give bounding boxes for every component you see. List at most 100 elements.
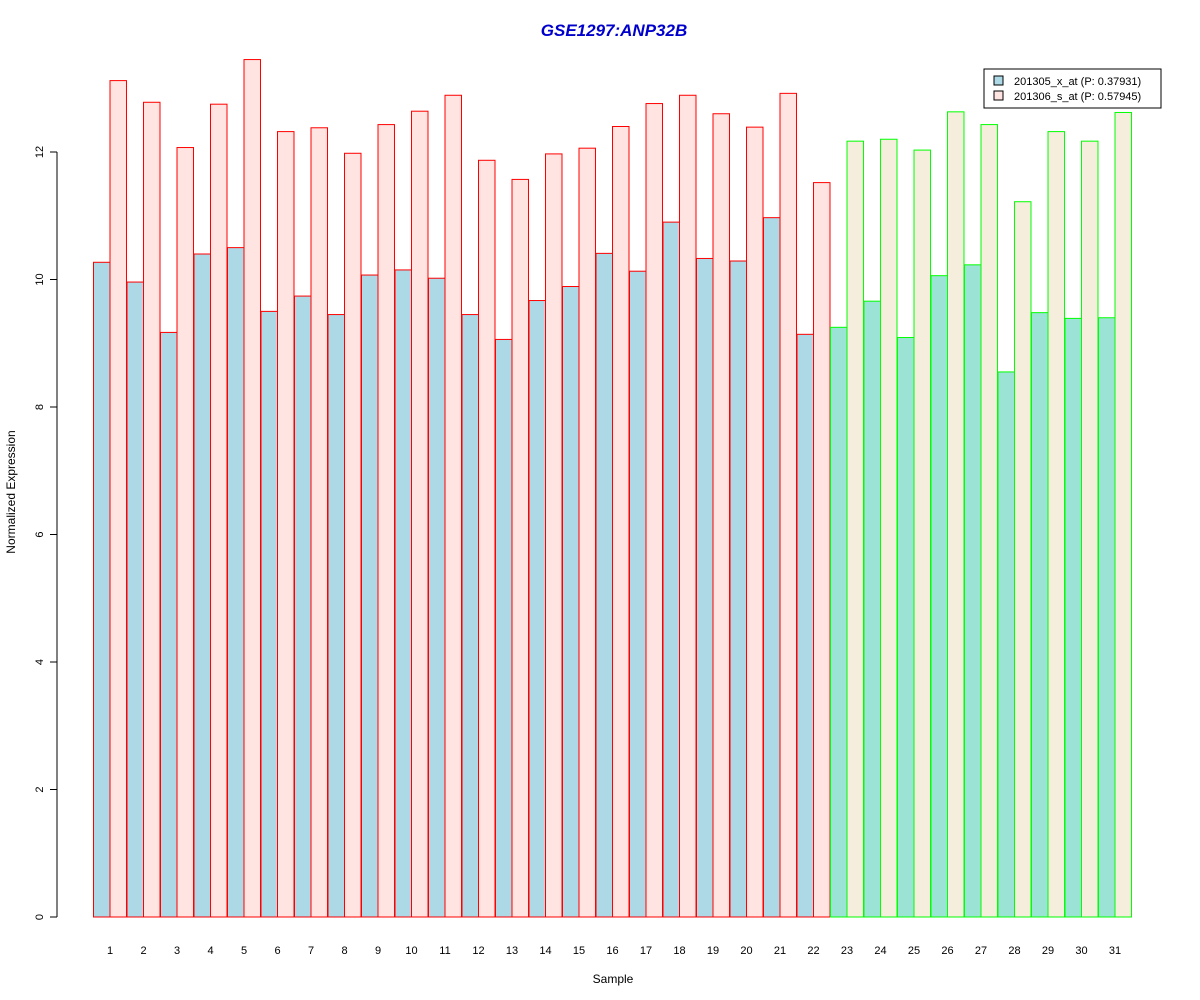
y-tick-label: 10 [34,273,46,285]
bar-201306-sample-13 [511,178,529,918]
bar-201305-sample-22 [796,333,814,918]
bar-201305-sample-12 [461,314,479,918]
bar-201306-sample-3 [176,147,194,918]
bar-201306-sample-10 [411,110,429,918]
bar-201305-sample-11 [428,277,446,918]
bar-201305-sample-1 [93,261,111,918]
bar-201305-sample-20 [729,260,747,918]
bar-201306-sample-28 [1014,201,1032,918]
bar-201305-sample-8 [327,314,345,918]
bar-201305-sample-28 [997,371,1015,918]
x-tick-label: 5 [241,945,247,957]
bar-201305-sample-30 [1064,317,1082,918]
bar-201305-sample-14 [528,300,546,918]
bar-201306-sample-16 [612,126,630,918]
bar-201306-sample-29 [1047,131,1065,918]
legend-swatch-201305 [993,75,1004,86]
x-tick-label: 22 [807,945,819,957]
x-tick-label: 26 [941,945,953,957]
x-tick-label: 2 [140,945,146,957]
bar-201305-sample-15 [562,286,580,918]
x-axis-label: Sample [593,972,634,986]
x-tick-label: 9 [375,945,381,957]
x-tick-label: 10 [405,945,417,957]
bar-201306-sample-23 [846,140,864,918]
bar-201305-sample-4 [193,253,211,918]
bar-201306-sample-6 [277,131,295,918]
x-tick-label: 23 [841,945,853,957]
bar-201306-sample-7 [310,127,328,918]
bar-201305-sample-3 [160,331,178,918]
legend: 201305_x_at (P: 0.37931) 201306_s_at (P:… [983,68,1162,109]
bar-201306-sample-4 [210,103,228,918]
bar-201306-sample-2 [143,101,161,918]
chart-title: GSE1297:ANP32B [541,21,687,40]
legend-label-201306: 201306_s_at (P: 0.57945) [1014,91,1141,103]
bar-201306-sample-18 [679,94,697,918]
x-tick-label: 7 [308,945,314,957]
bar-201306-sample-27 [980,124,998,918]
y-tick-label: 2 [34,786,46,792]
x-tick-label: 20 [740,945,752,957]
y-tick-label: 0 [34,914,46,920]
x-tick-label: 13 [506,945,518,957]
bar-201305-sample-27 [964,264,982,918]
bar-201305-sample-17 [629,270,647,918]
bar-201305-sample-10 [394,269,412,918]
x-tick-label: 24 [874,945,886,957]
bar-201305-sample-9 [361,274,379,918]
bar-201305-sample-29 [1031,312,1049,918]
bar-201306-sample-8 [344,152,362,918]
bar-201306-sample-12 [478,159,496,918]
bar-201306-sample-15 [578,147,596,918]
bar-201305-sample-7 [294,295,312,918]
bar-201305-sample-18 [662,221,680,918]
bar-201306-sample-14 [545,153,563,918]
bar-201306-sample-9 [377,124,395,918]
x-tick-label: 15 [573,945,585,957]
bar-201306-sample-31 [1114,111,1132,918]
bar-201305-sample-19 [696,257,714,918]
x-tick-label: 1 [107,945,113,957]
bar-201306-sample-26 [947,111,965,918]
x-tick-label: 11 [439,945,450,957]
y-tick-label: 4 [34,659,46,665]
x-tick-label: 14 [539,945,551,957]
x-tick-label: 17 [640,945,652,957]
bar-201305-sample-25 [897,337,915,918]
bar-201305-sample-26 [930,275,948,918]
x-tick-label: 8 [341,945,347,957]
bar-201306-sample-17 [645,103,663,918]
x-tick-label: 18 [673,945,685,957]
x-tick-label: 3 [174,945,180,957]
y-axis-label: Normalized Expression [4,430,18,553]
bar-201305-sample-31 [1098,317,1116,918]
x-tick-label: 6 [274,945,280,957]
y-tick-label: 8 [34,404,46,410]
bar-201306-sample-25 [913,149,931,918]
bar-201305-sample-6 [260,310,278,918]
x-tick-label: 29 [1042,945,1054,957]
bar-201305-sample-24 [863,300,881,918]
x-tick-label: 12 [472,945,484,957]
x-tick-label: 31 [1109,945,1121,957]
bar-201306-sample-19 [712,113,730,918]
bar-201305-sample-13 [495,338,513,918]
bar-201306-sample-1 [109,80,127,918]
x-tick-label: 25 [908,945,920,957]
legend-swatch-201306 [993,90,1004,101]
x-tick-label: 28 [1008,945,1020,957]
bar-201306-sample-24 [880,138,898,918]
bar-201305-sample-21 [763,217,781,918]
bar-201306-sample-21 [779,92,797,918]
x-tick-label: 27 [975,945,987,957]
x-tick-label: 19 [707,945,719,957]
y-tick-label: 12 [34,146,46,158]
x-tick-label: 4 [207,945,213,957]
legend-label-201305: 201305_x_at (P: 0.37931) [1014,76,1141,88]
bar-201305-sample-23 [830,326,848,918]
bar-201305-sample-5 [227,247,245,918]
y-axis: 0 2 4 6 8 10 12 [34,146,58,920]
bar-201306-sample-20 [746,126,764,918]
